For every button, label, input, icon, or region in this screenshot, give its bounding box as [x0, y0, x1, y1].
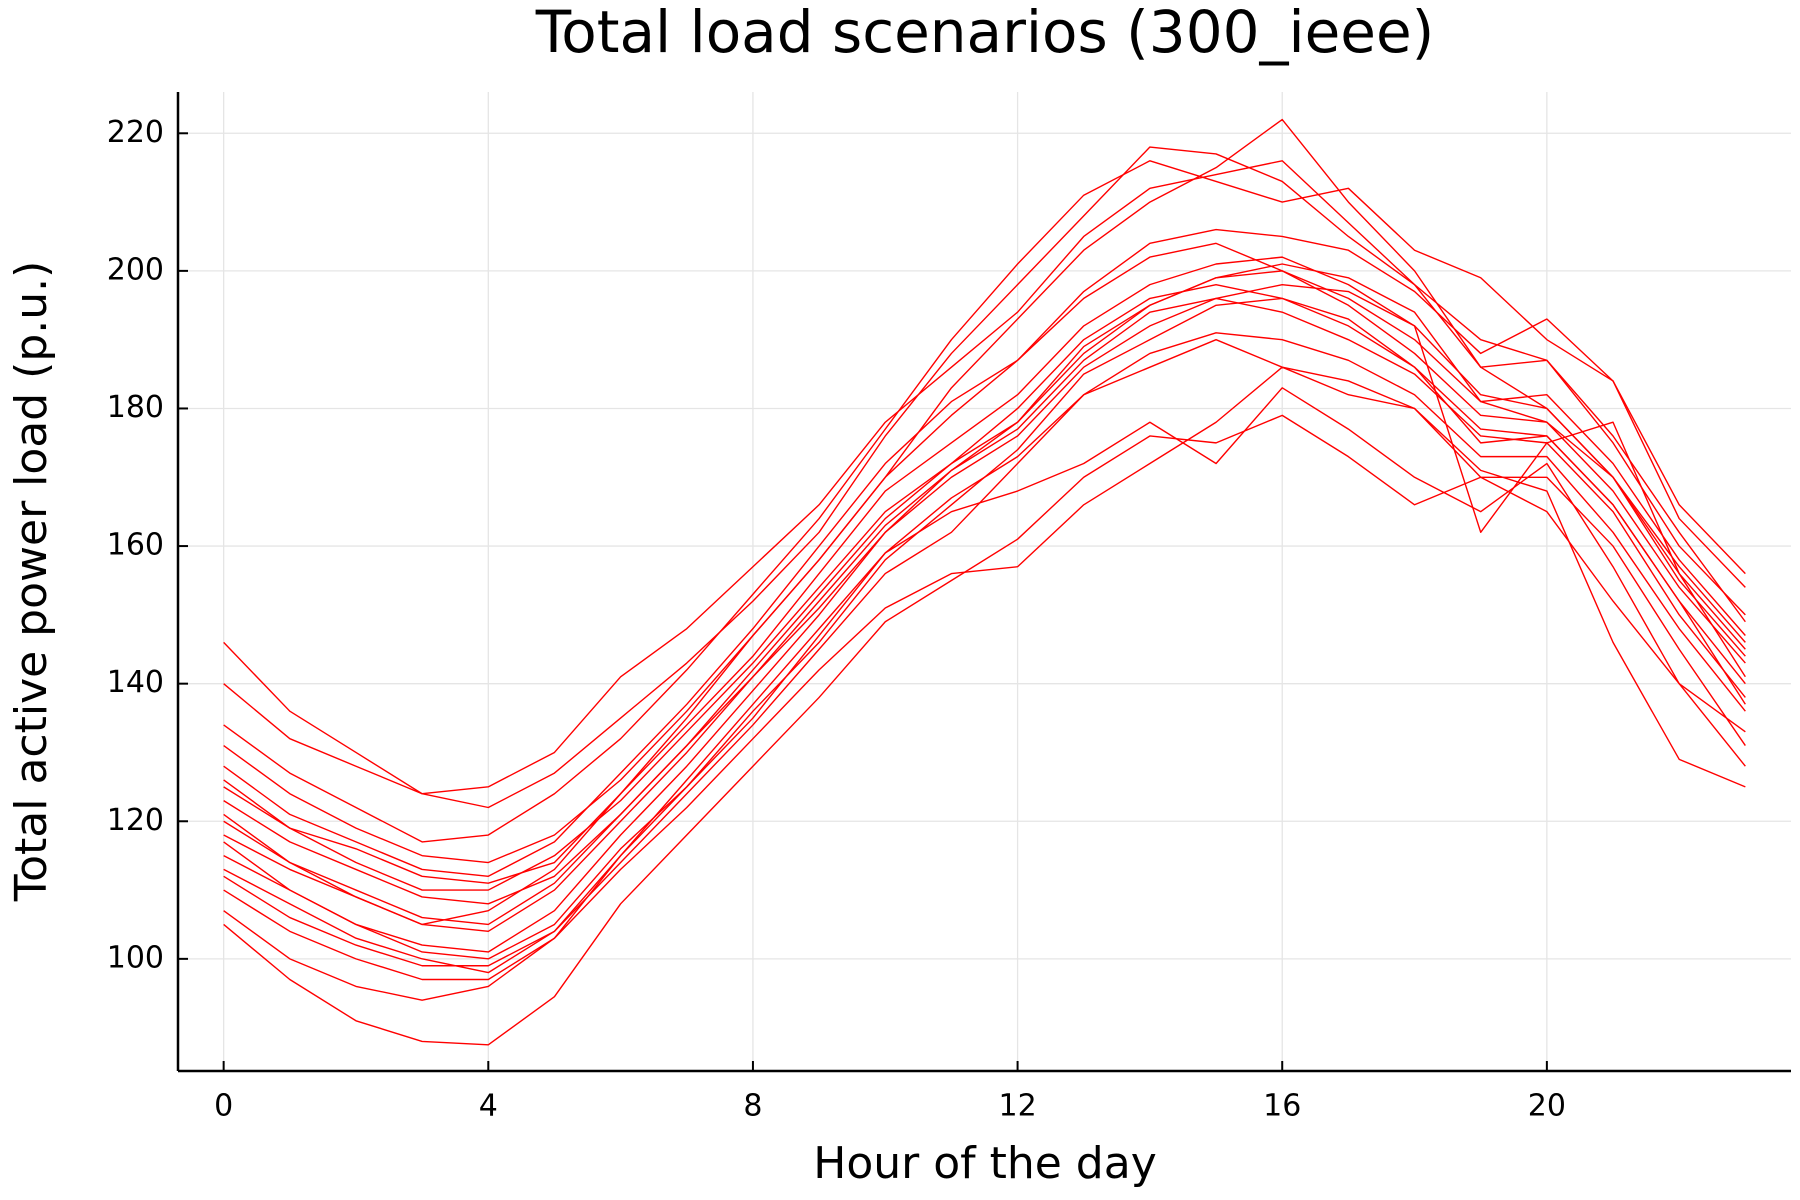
scenario-line [223, 160, 1746, 843]
scenario-line [223, 332, 1746, 981]
grid [178, 92, 1791, 1071]
scenario-line [223, 256, 1746, 884]
scenario-line [223, 338, 1746, 967]
y-tick-label: 140 [107, 665, 164, 700]
y-tick-label: 220 [107, 115, 164, 150]
chart-title: Total load scenarios (300_ieee) [535, 0, 1435, 66]
y-axis-label: Total active power load (p.u.) [6, 261, 57, 903]
scenario-line [223, 118, 1746, 926]
x-tick-label: 4 [479, 1089, 498, 1124]
y-tick-label: 120 [107, 803, 164, 838]
scenario-line [223, 414, 1746, 1046]
y-tick-label: 180 [107, 390, 164, 425]
scenario-line [223, 263, 1746, 933]
x-tick-label: 12 [998, 1089, 1036, 1124]
scenario-line [223, 270, 1746, 891]
y-tick-label: 100 [107, 940, 164, 975]
scenario-line [223, 387, 1746, 960]
scenario-line [223, 242, 1746, 864]
y-tick-label: 160 [107, 528, 164, 563]
x-tick-label: 8 [743, 1089, 762, 1124]
axes: 0 4 8 12 16 20 100 120 140 160 180 200 220 [107, 92, 1791, 1124]
scenario-line [223, 297, 1746, 953]
x-tick-label: 20 [1528, 1089, 1566, 1124]
x-axis-label: Hour of the day [813, 1138, 1157, 1189]
x-tick-label: 16 [1263, 1089, 1301, 1124]
y-tick-label: 200 [107, 252, 164, 287]
scenario-line [223, 297, 1746, 974]
scenario-line [223, 366, 1746, 1001]
scenario-line [223, 228, 1746, 877]
scenario-line [223, 160, 1746, 795]
lines [223, 118, 1746, 1046]
scenario-line [223, 146, 1746, 809]
x-tick-label: 0 [214, 1089, 233, 1124]
scenario-line [223, 283, 1746, 926]
scenario-line [223, 283, 1746, 905]
